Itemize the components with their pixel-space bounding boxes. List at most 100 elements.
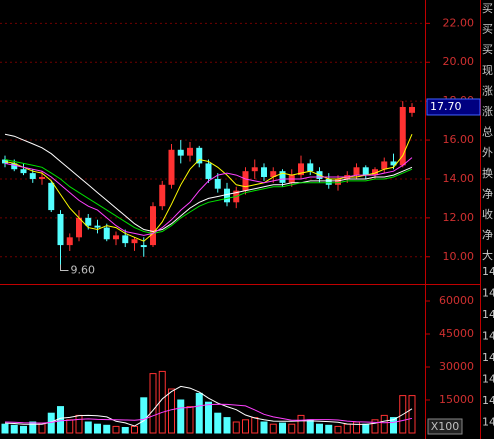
sidebar-label: 净 xyxy=(482,228,493,242)
candle-body xyxy=(325,178,332,185)
sidebar-value: 14 xyxy=(482,416,494,429)
candle-body xyxy=(279,171,286,183)
candle-body xyxy=(85,217,92,226)
volume-ma-line xyxy=(4,385,413,427)
candle-body xyxy=(399,106,406,166)
ma-line xyxy=(4,134,413,242)
volume-bar xyxy=(57,406,64,434)
volume-bar xyxy=(66,419,74,434)
volume-bar xyxy=(380,414,388,434)
candle-body xyxy=(48,182,55,211)
candle-body xyxy=(381,161,388,170)
volume-bar xyxy=(1,423,9,434)
volume-bar xyxy=(149,373,157,434)
volume-bar xyxy=(205,401,212,434)
sidebar-label: 现 xyxy=(482,64,493,77)
y-tick-label: 12.00 xyxy=(443,211,475,224)
volume-tick-label: 60000 xyxy=(439,294,474,307)
ma-line xyxy=(4,157,413,236)
volume-bar xyxy=(47,412,55,434)
sidebar-label: 买 xyxy=(482,23,493,36)
sidebar-label: 净 xyxy=(482,186,493,200)
candle-body xyxy=(131,239,138,244)
y-tick-label: 14.00 xyxy=(443,172,475,185)
sidebar-value: 14 xyxy=(482,265,494,278)
volume-bar xyxy=(288,423,296,434)
volume-bar xyxy=(121,427,129,434)
sidebar-label: 换 xyxy=(482,166,493,180)
volume-tick-label: 45000 xyxy=(439,327,474,340)
candle-body xyxy=(39,177,45,179)
candle-body xyxy=(113,235,119,240)
volume-bar xyxy=(334,425,342,434)
sidebar-label: 买 xyxy=(482,2,493,15)
volume-bar xyxy=(29,421,37,434)
volume-bar xyxy=(297,414,305,434)
candle-body xyxy=(372,169,378,176)
last-price-label: 17.70 xyxy=(430,100,462,113)
volume-bar xyxy=(325,424,333,434)
candle-body xyxy=(362,167,369,176)
volume-bar xyxy=(112,425,120,434)
volume-bar xyxy=(186,406,194,434)
volume-bar xyxy=(353,421,360,434)
sidebar-value: 14 xyxy=(482,373,494,386)
low-annotation: 9.60 xyxy=(71,264,96,277)
candle-body xyxy=(11,163,18,170)
candle-body xyxy=(150,206,156,246)
candle-body xyxy=(159,184,166,207)
sidebar-value: 14 xyxy=(482,394,494,407)
candle-body xyxy=(205,163,212,179)
volume-bar xyxy=(75,414,83,434)
volume-bar xyxy=(362,423,370,434)
candle-body xyxy=(224,188,230,203)
volume-bar xyxy=(371,419,379,434)
candle-body xyxy=(261,167,267,178)
sidebar-value: 14 xyxy=(482,308,494,321)
sidebar-label: 外 xyxy=(482,146,493,159)
candle-body xyxy=(409,106,415,113)
candle-body xyxy=(29,173,36,179)
sidebar-label: 涨 xyxy=(482,84,493,97)
volume-bar xyxy=(390,417,397,434)
candle-body xyxy=(307,163,314,172)
unit-box xyxy=(427,418,463,435)
sidebar-label: 大 xyxy=(482,248,493,262)
y-tick-label: 10.00 xyxy=(443,250,475,263)
ma-line xyxy=(4,133,413,233)
candle-body xyxy=(57,213,64,246)
volume-bar xyxy=(94,423,101,434)
sidebar-label: 总 xyxy=(482,125,493,139)
volume-bar xyxy=(140,397,148,434)
candle-body xyxy=(353,167,360,176)
volume-bar xyxy=(10,424,18,434)
candle-body xyxy=(270,171,277,178)
volume-bar xyxy=(316,423,323,434)
candle-body xyxy=(390,161,397,166)
candle-body xyxy=(20,169,27,174)
candle-body xyxy=(76,217,82,238)
y-tick-label: 22.00 xyxy=(443,16,475,29)
candle-body xyxy=(66,237,73,246)
volume-ma-line xyxy=(4,403,413,424)
candle-body xyxy=(94,225,101,228)
candle-body xyxy=(335,178,341,185)
volume-tick-label: 30000 xyxy=(439,360,474,373)
volume-bar xyxy=(306,419,314,434)
sidebar-value: 14 xyxy=(482,330,494,343)
last-price-box xyxy=(426,98,481,116)
volume-bar xyxy=(131,425,138,434)
candle-body xyxy=(242,171,249,191)
candle-body xyxy=(251,167,258,172)
volume-bar xyxy=(20,425,27,434)
sidebar-value: 14 xyxy=(482,351,494,364)
sidebar-value: 14 xyxy=(482,287,494,300)
volume-bar xyxy=(242,419,249,434)
candle-body xyxy=(214,178,221,189)
volume-bar xyxy=(84,421,92,434)
volume-bar xyxy=(343,423,351,434)
y-tick-label: 16.00 xyxy=(443,133,475,146)
volume-bar xyxy=(168,388,175,434)
